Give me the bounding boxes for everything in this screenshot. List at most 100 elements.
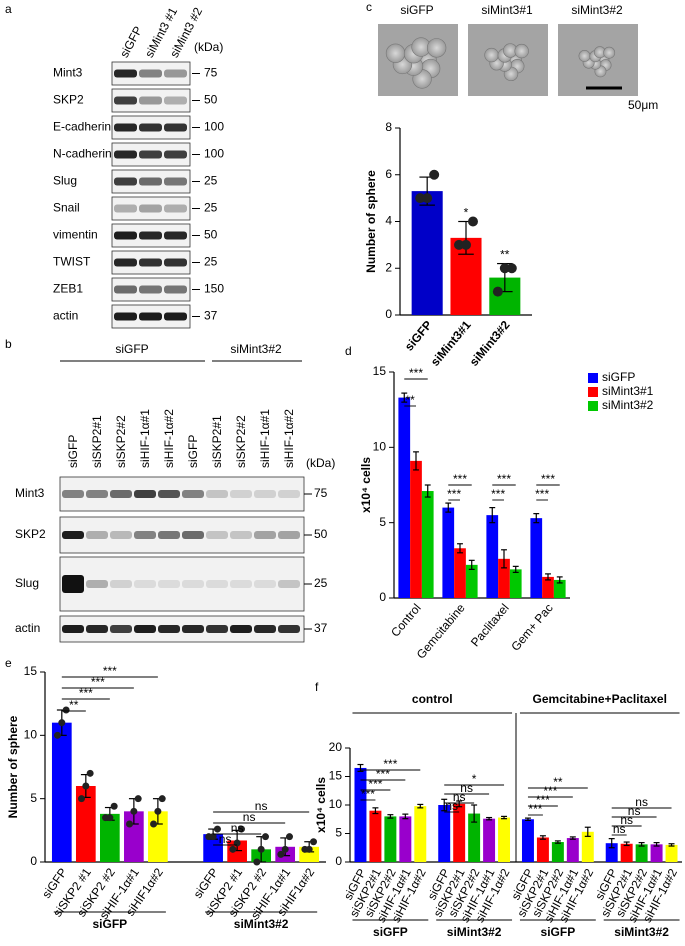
- data-point: [58, 719, 66, 727]
- bar: [414, 806, 427, 862]
- blot-band: [164, 285, 187, 294]
- blot-band: [254, 580, 276, 588]
- significance-label: ns: [635, 795, 648, 809]
- image-label: siMint3#2: [571, 3, 623, 17]
- blot-band: [158, 580, 180, 588]
- bar: [398, 397, 411, 598]
- data-point: [209, 833, 217, 841]
- blot-band: [139, 123, 162, 132]
- blot-band: [139, 69, 162, 78]
- blot-band: [134, 490, 156, 498]
- protein-label: ZEB1: [53, 282, 83, 296]
- panel-letter: a: [5, 2, 12, 16]
- error-bar: [387, 814, 394, 819]
- significance-label: ***: [79, 686, 93, 700]
- bar: [581, 831, 594, 862]
- bar: [605, 843, 618, 862]
- group-label: siGFP: [93, 917, 128, 931]
- significance-label: **: [553, 775, 563, 789]
- blot-band: [164, 312, 187, 321]
- error-bar: [456, 800, 463, 808]
- bar: [51, 722, 72, 862]
- data-point: [53, 731, 61, 739]
- data-point: [281, 845, 289, 853]
- significance-label: ***: [409, 366, 423, 380]
- kda-marker: 75: [314, 486, 328, 500]
- lane-label: siSKP2#2: [114, 415, 128, 468]
- blot-band: [158, 531, 180, 539]
- significance-label: ***: [535, 487, 549, 501]
- data-point: [86, 769, 94, 777]
- error-bar: [533, 513, 540, 524]
- y-tick-label: 15: [329, 769, 343, 783]
- group-label: siGFP: [373, 925, 408, 939]
- data-point: [454, 239, 465, 250]
- blot-band: [114, 150, 137, 159]
- blot-band: [164, 123, 187, 132]
- blot-band: [62, 531, 84, 539]
- legend-swatch: [588, 401, 598, 411]
- error-bar: [471, 804, 478, 823]
- data-point: [506, 263, 517, 274]
- significance-label: ns: [219, 832, 232, 846]
- bar: [410, 460, 422, 598]
- error-bar: [554, 840, 561, 844]
- bar: [498, 817, 511, 862]
- blot-band: [114, 123, 137, 132]
- blot-strip: [111, 196, 191, 221]
- y-tick-label: 15: [373, 364, 387, 378]
- kda-marker: 37: [204, 309, 218, 323]
- blot-band: [114, 204, 137, 213]
- blot-band: [158, 625, 180, 633]
- blot-band: [139, 204, 162, 213]
- y-tick-label: 5: [335, 826, 342, 840]
- header-label: Gemcitabine+Paclitaxel: [533, 692, 667, 706]
- bar: [509, 569, 522, 598]
- bar: [566, 838, 579, 862]
- error-bar: [401, 392, 408, 403]
- data-point: [305, 845, 313, 853]
- error-bar: [486, 816, 493, 821]
- blot-strip: [59, 556, 305, 612]
- error-bar: [468, 559, 475, 570]
- bar: [438, 805, 451, 862]
- legend-swatch: [588, 373, 598, 383]
- cell: [426, 38, 447, 58]
- y-tick-label: 0: [379, 590, 386, 604]
- blot-band: [254, 531, 276, 539]
- bar: [483, 818, 496, 862]
- data-point: [310, 838, 318, 846]
- error-bar: [608, 838, 615, 849]
- lane-label: siHIF-1α#2: [162, 409, 176, 468]
- group-label: siMint3#2: [234, 917, 289, 931]
- blot-band: [139, 231, 162, 240]
- bar: [399, 816, 412, 862]
- bar: [369, 810, 382, 862]
- lane-label: siGFP: [117, 24, 145, 60]
- y-tick-label: 20: [329, 740, 343, 754]
- error-bar: [501, 549, 507, 569]
- y-tick-label: 0: [385, 307, 392, 321]
- cell: [514, 43, 529, 59]
- bar: [542, 576, 554, 598]
- blot-band: [164, 231, 187, 240]
- significance-label: ***: [103, 664, 117, 678]
- x-tick-label: Gem+ Pac: [508, 601, 555, 654]
- kda-marker: 37: [314, 621, 328, 635]
- panel-letter: e: [5, 656, 12, 670]
- y-tick-label: 6: [385, 167, 392, 181]
- kda-marker: 25: [204, 174, 218, 188]
- significance-label: ***: [541, 472, 555, 486]
- data-point: [261, 833, 269, 841]
- panel-letter: d: [345, 344, 352, 358]
- data-point: [126, 820, 134, 828]
- data-point: [467, 216, 478, 227]
- bar: [442, 507, 455, 598]
- bar: [521, 819, 534, 862]
- blot-band: [278, 531, 300, 539]
- lane-label: siGFP: [66, 435, 80, 468]
- blot-band: [110, 580, 132, 588]
- data-point: [285, 833, 293, 841]
- bar: [454, 548, 466, 598]
